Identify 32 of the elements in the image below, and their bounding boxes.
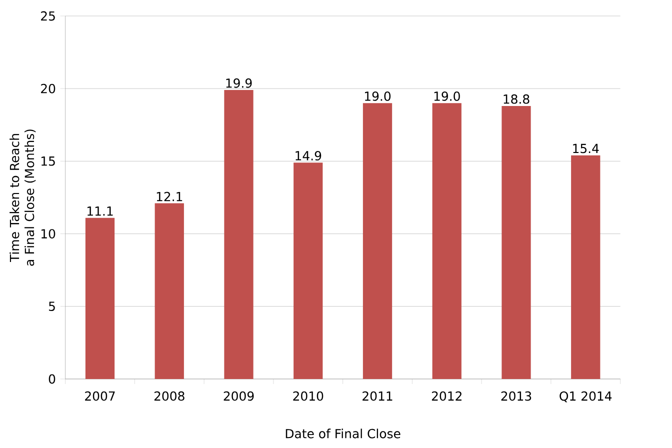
- y-tick-label: 5: [49, 302, 55, 312]
- x-tick-label: 2012: [432, 391, 462, 401]
- x-tick-label: 2007: [85, 391, 115, 401]
- data-label: 19.0: [434, 91, 460, 101]
- bar: [502, 106, 531, 379]
- bar: [432, 103, 462, 379]
- bar: [224, 90, 254, 379]
- bar: [571, 155, 600, 379]
- data-label: 14.9: [296, 151, 322, 160]
- data-label: 19.9: [226, 78, 252, 88]
- x-tick-label: 2008: [154, 391, 184, 401]
- x-tick-label: 2010: [293, 391, 324, 401]
- x-axis-title: Date of Final Close: [286, 428, 400, 438]
- x-tick-label: 2009: [224, 391, 254, 401]
- y-tick-label: 15: [42, 156, 55, 166]
- y-tick-label: 20: [41, 84, 56, 94]
- bar: [362, 103, 392, 379]
- x-tick-label: 2013: [501, 391, 532, 401]
- y-tick-label: 25: [41, 11, 55, 21]
- bar: [85, 218, 115, 379]
- x-tick-label: Q1 2014: [560, 391, 612, 402]
- y-tick-label: 0: [48, 374, 56, 384]
- bar: [294, 162, 323, 379]
- data-label: 19.0: [365, 91, 391, 101]
- data-label: 11.1: [88, 206, 113, 216]
- bar: [154, 203, 184, 379]
- y-tick-label: 10: [42, 229, 56, 238]
- x-tick-label: 2011: [362, 391, 392, 401]
- y-axis-title: Time Taken to Reach a Final Close (Months): [10, 130, 36, 266]
- data-label: 18.8: [504, 94, 530, 104]
- data-label: 15.4: [573, 144, 599, 154]
- data-label: 12.1: [156, 192, 182, 202]
